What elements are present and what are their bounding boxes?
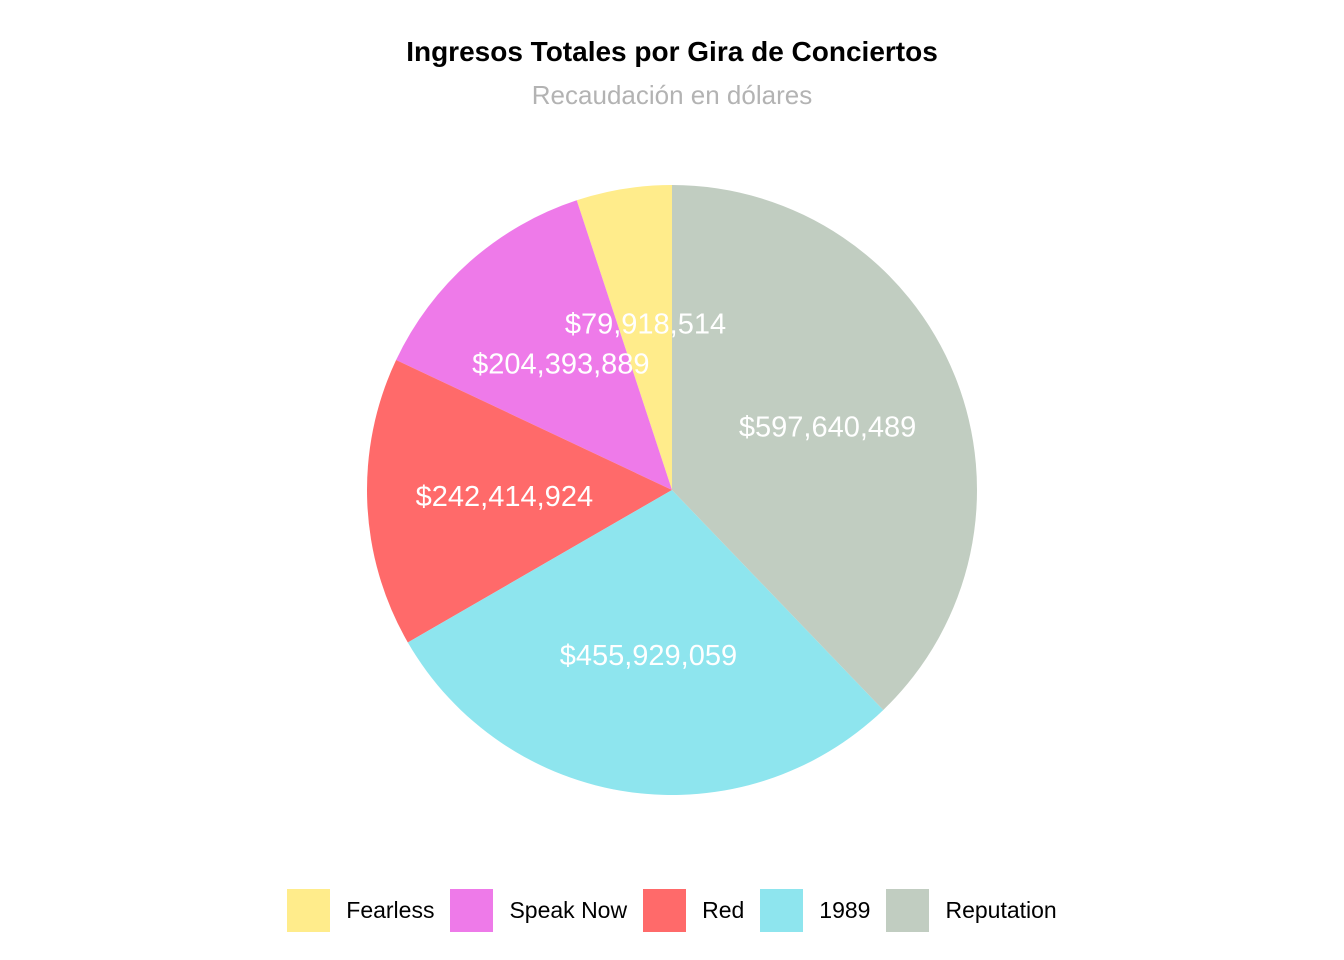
legend-label: 1989 xyxy=(819,896,871,923)
pie-slice-speak-now xyxy=(396,200,672,490)
legend-swatch xyxy=(643,888,687,932)
legend-label: Red xyxy=(702,896,745,923)
legend-label: Speak Now xyxy=(509,896,628,923)
legend-label: Reputation xyxy=(945,896,1057,923)
legend-item: 1989 xyxy=(760,888,871,932)
slice-value-label: $597,640,489 xyxy=(739,411,916,443)
legend-item: Red xyxy=(643,888,745,932)
pie-slice-red xyxy=(366,359,672,643)
pie-slice-fearless xyxy=(576,185,672,490)
legend-swatch xyxy=(450,888,494,932)
legend-item: Reputation xyxy=(886,888,1057,932)
slice-value-label: $204,393,889 xyxy=(472,348,649,380)
slice-value-label: $455,929,059 xyxy=(560,640,737,672)
legend-label: Fearless xyxy=(346,896,435,923)
legend-item: Fearless xyxy=(287,888,435,932)
legend-swatch xyxy=(287,888,331,932)
legend-swatch xyxy=(760,888,804,932)
pie-slice-reputation xyxy=(672,185,978,710)
chart-title: Ingresos Totales por Gira de Conciertos xyxy=(406,36,938,67)
legend-item: Speak Now xyxy=(450,888,628,932)
legend: Fearless Speak Now Red 1989 Reputation xyxy=(0,888,1344,932)
slice-value-label: $242,414,924 xyxy=(416,481,593,513)
pie-slice-1989 xyxy=(407,490,884,796)
pie-slices xyxy=(366,185,978,796)
slice-value-label: $79,918,514 xyxy=(565,308,726,340)
legend-swatch xyxy=(886,888,930,932)
pie-labels: $79,918,514 $204,393,889 $242,414,924 $455,… xyxy=(416,308,917,672)
chart-subtitle: Recaudación en dólares xyxy=(531,80,813,110)
